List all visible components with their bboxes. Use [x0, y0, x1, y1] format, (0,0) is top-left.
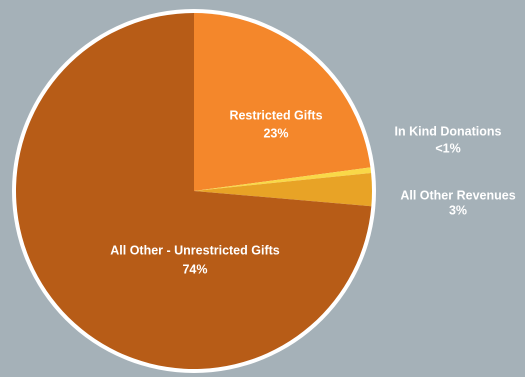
slice-value-label: 23%	[263, 126, 288, 140]
slice-label: All Other - Unrestricted Gifts	[110, 243, 280, 257]
pie-slice	[194, 172, 372, 207]
slice-label: All Other Revenues	[400, 188, 515, 202]
pie-slice	[194, 13, 371, 191]
slice-value-label: 74%	[182, 262, 207, 276]
slice-value-label: <1%	[435, 141, 460, 155]
slice-label: In Kind Donations	[395, 124, 502, 138]
pie-slice	[15, 13, 372, 370]
slice-value-label: 3%	[449, 203, 467, 217]
pie-slice	[194, 167, 372, 191]
slice-label: Restricted Gifts	[229, 108, 322, 122]
